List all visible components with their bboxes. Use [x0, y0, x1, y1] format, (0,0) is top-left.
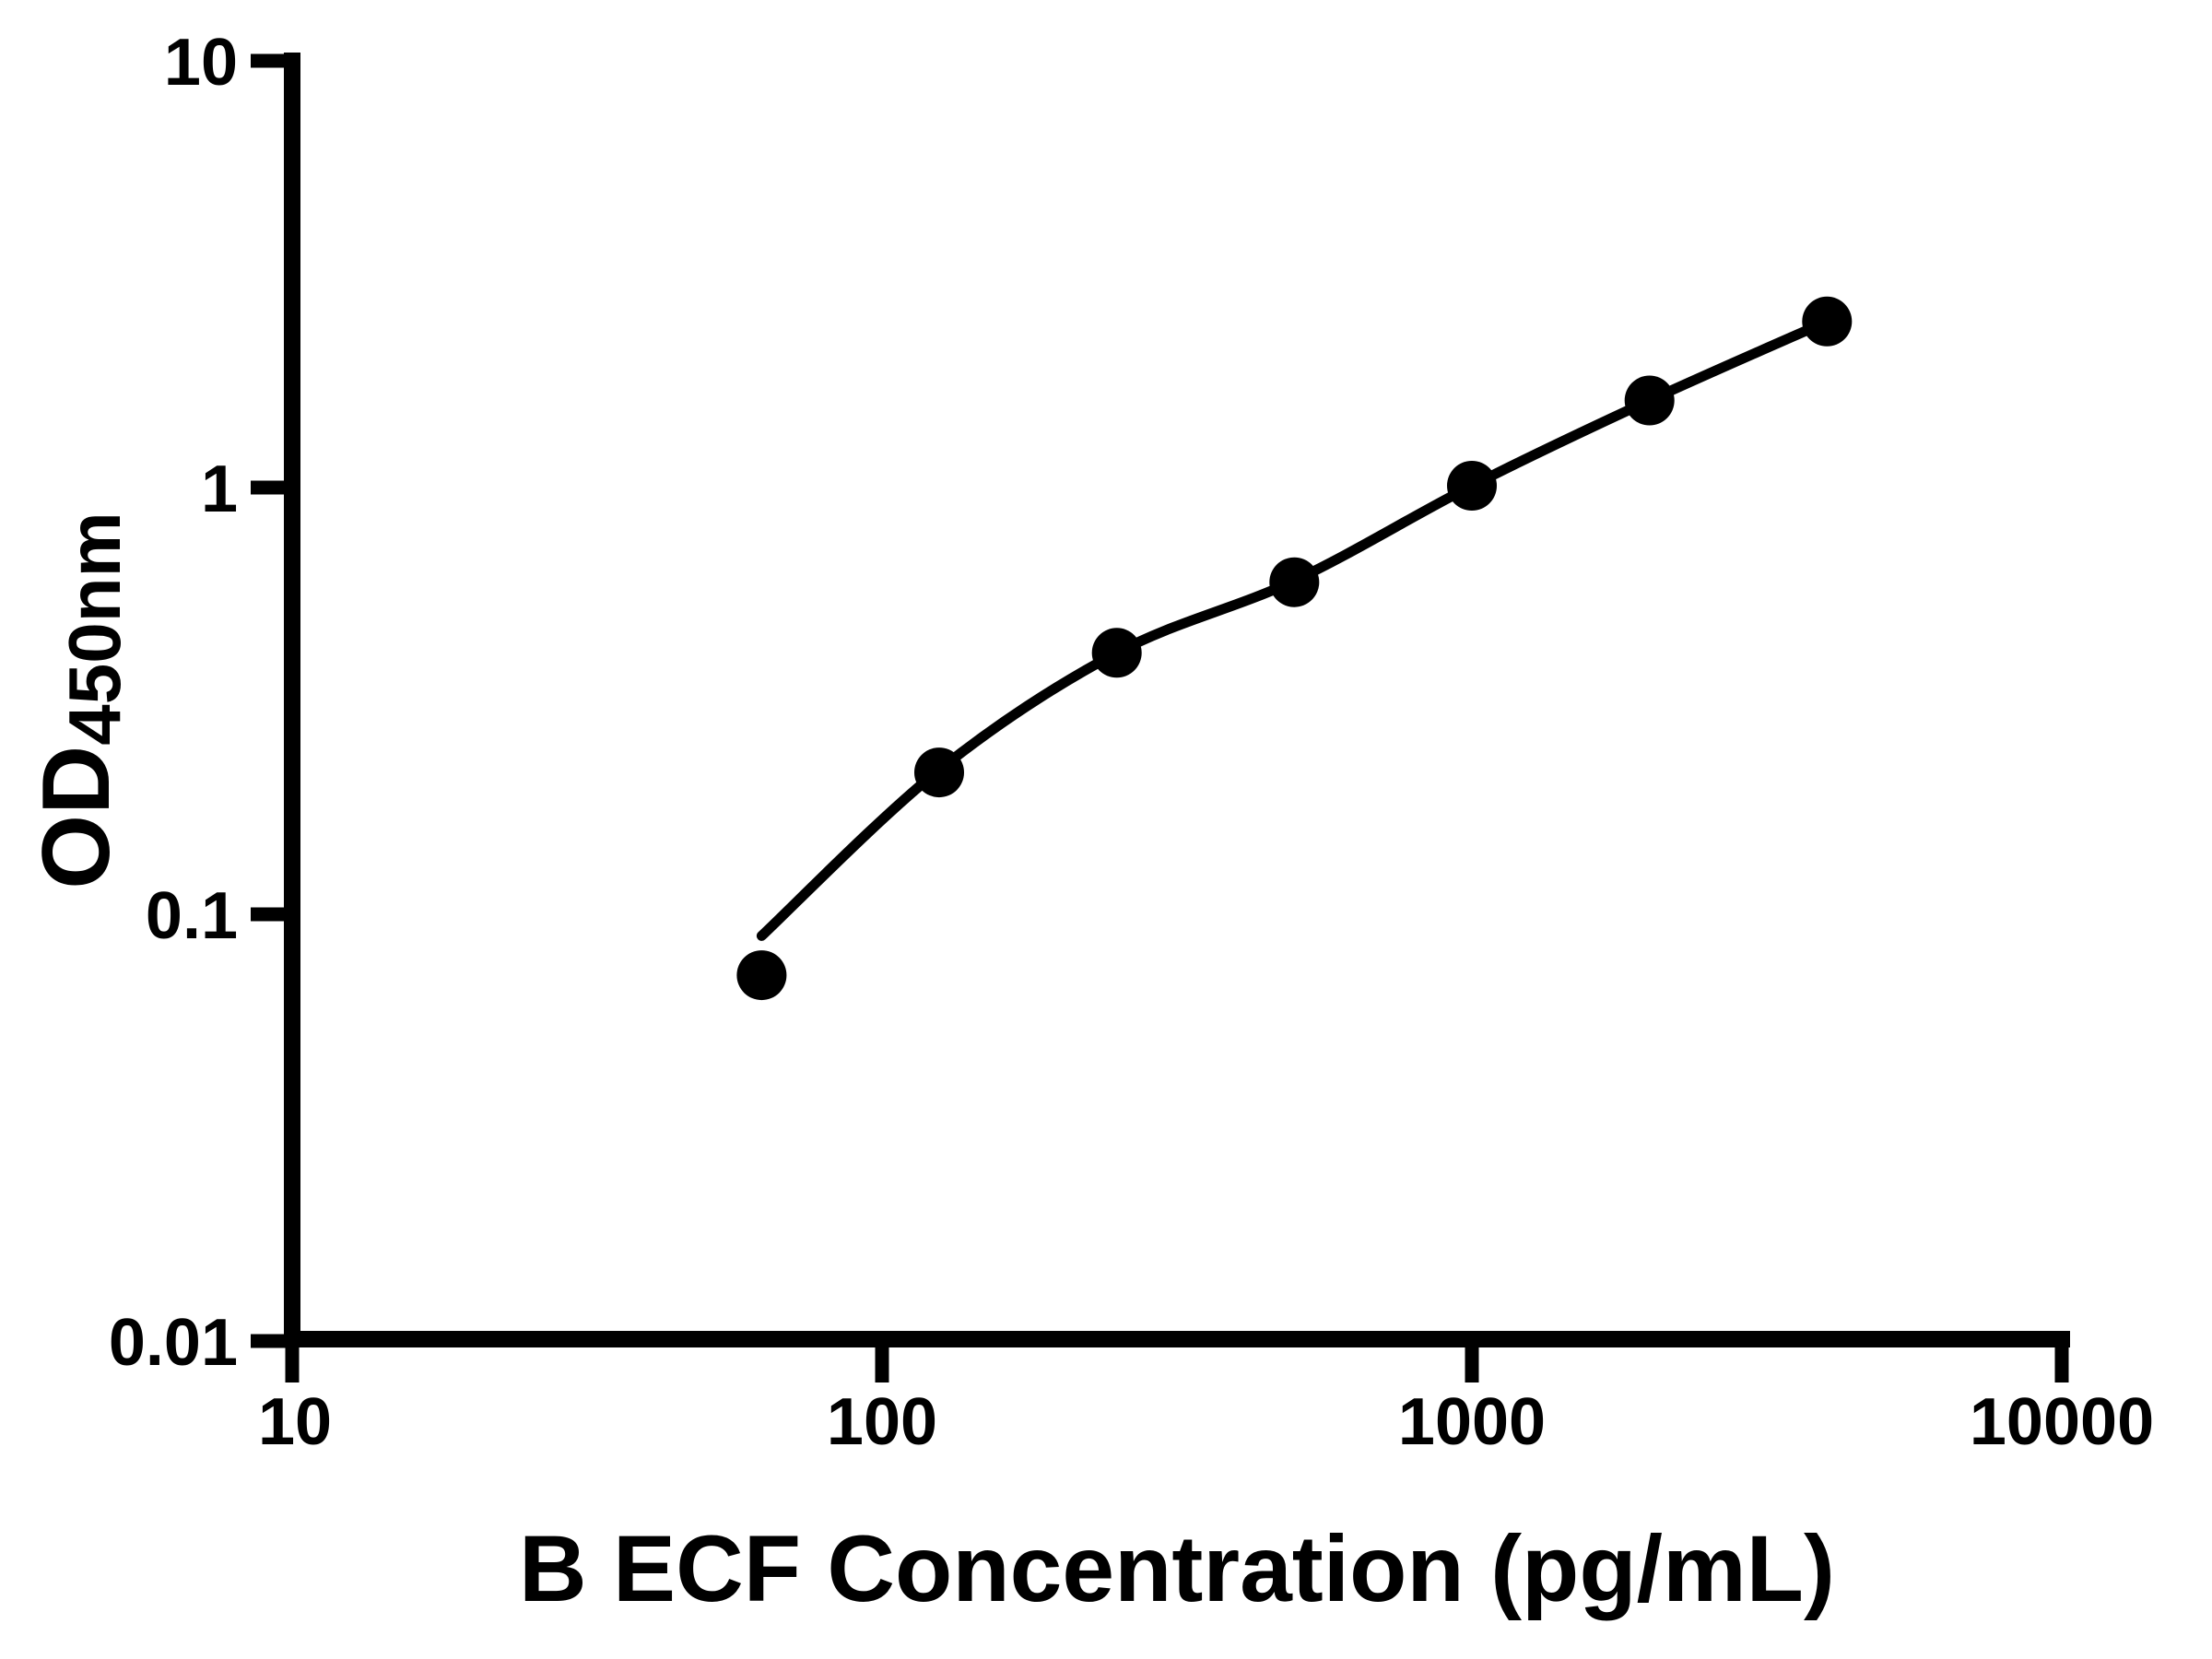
data-point-marker	[1447, 461, 1497, 511]
x-axis-title: B ECF Concentration (pg/mL)	[519, 1516, 1835, 1621]
data-point-marker	[914, 747, 964, 798]
x-tick-label-1000: 1000	[1398, 1385, 1546, 1459]
axes	[251, 53, 2070, 1382]
data-point-marker	[736, 950, 787, 1001]
data-point-marker	[1091, 628, 1142, 678]
y-tick-label-10: 10	[164, 26, 238, 100]
x-tick-label-10: 10	[258, 1385, 332, 1459]
y-axis-title-main: OD	[23, 746, 130, 889]
y-tick-label-0.01: 0.01	[109, 1306, 238, 1380]
y-axis-title-subscript: 450nm	[53, 512, 135, 745]
y-tick-label-0.1: 0.1	[146, 879, 238, 953]
x-tick-label-10000: 10000	[1970, 1385, 2154, 1459]
data-point-marker	[1269, 557, 1320, 607]
y-tick-label-1: 1	[201, 453, 238, 526]
data-point-markers	[736, 296, 1853, 1001]
x-tick-labels: 10 100 1000 10000	[258, 1385, 2154, 1459]
data-point-marker	[1624, 375, 1675, 426]
y-tick-labels: 10 1 0.1 0.01	[109, 26, 238, 1380]
data-point-marker	[1802, 296, 1853, 347]
x-tick-label-100: 100	[827, 1385, 937, 1459]
y-axis-title: OD450nm	[23, 512, 135, 888]
